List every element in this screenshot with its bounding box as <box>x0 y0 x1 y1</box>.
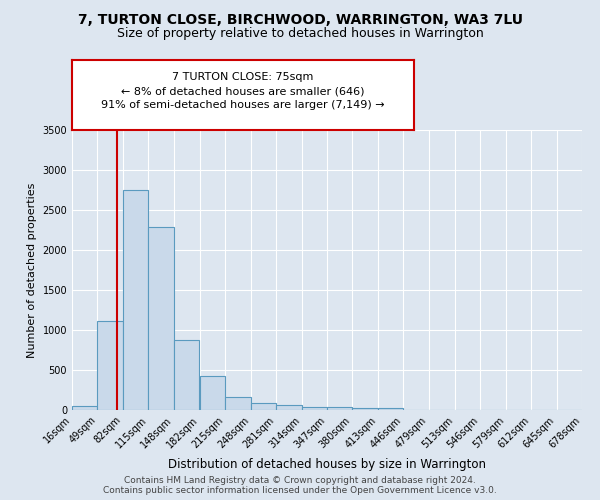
Bar <box>302 407 327 410</box>
Y-axis label: Number of detached properties: Number of detached properties <box>27 182 37 358</box>
Bar <box>327 407 352 410</box>
Bar <box>226 397 251 410</box>
Text: Contains HM Land Registry data © Crown copyright and database right 2024.: Contains HM Land Registry data © Crown c… <box>124 476 476 485</box>
Bar <box>276 405 302 410</box>
Bar <box>378 408 403 410</box>
Bar <box>97 321 123 410</box>
Bar <box>200 376 226 410</box>
Bar <box>352 408 378 410</box>
Text: Contains public sector information licensed under the Open Government Licence v3: Contains public sector information licen… <box>103 486 497 495</box>
Bar <box>72 406 97 410</box>
Bar <box>173 340 199 410</box>
X-axis label: Distribution of detached houses by size in Warrington: Distribution of detached houses by size … <box>168 458 486 471</box>
Bar <box>148 227 173 410</box>
Text: Size of property relative to detached houses in Warrington: Size of property relative to detached ho… <box>116 28 484 40</box>
Bar <box>251 403 276 410</box>
Text: 7, TURTON CLOSE, BIRCHWOOD, WARRINGTON, WA3 7LU: 7, TURTON CLOSE, BIRCHWOOD, WARRINGTON, … <box>77 12 523 26</box>
Text: 7 TURTON CLOSE: 75sqm
← 8% of detached houses are smaller (646)
91% of semi-deta: 7 TURTON CLOSE: 75sqm ← 8% of detached h… <box>101 72 385 110</box>
Bar <box>123 190 148 410</box>
